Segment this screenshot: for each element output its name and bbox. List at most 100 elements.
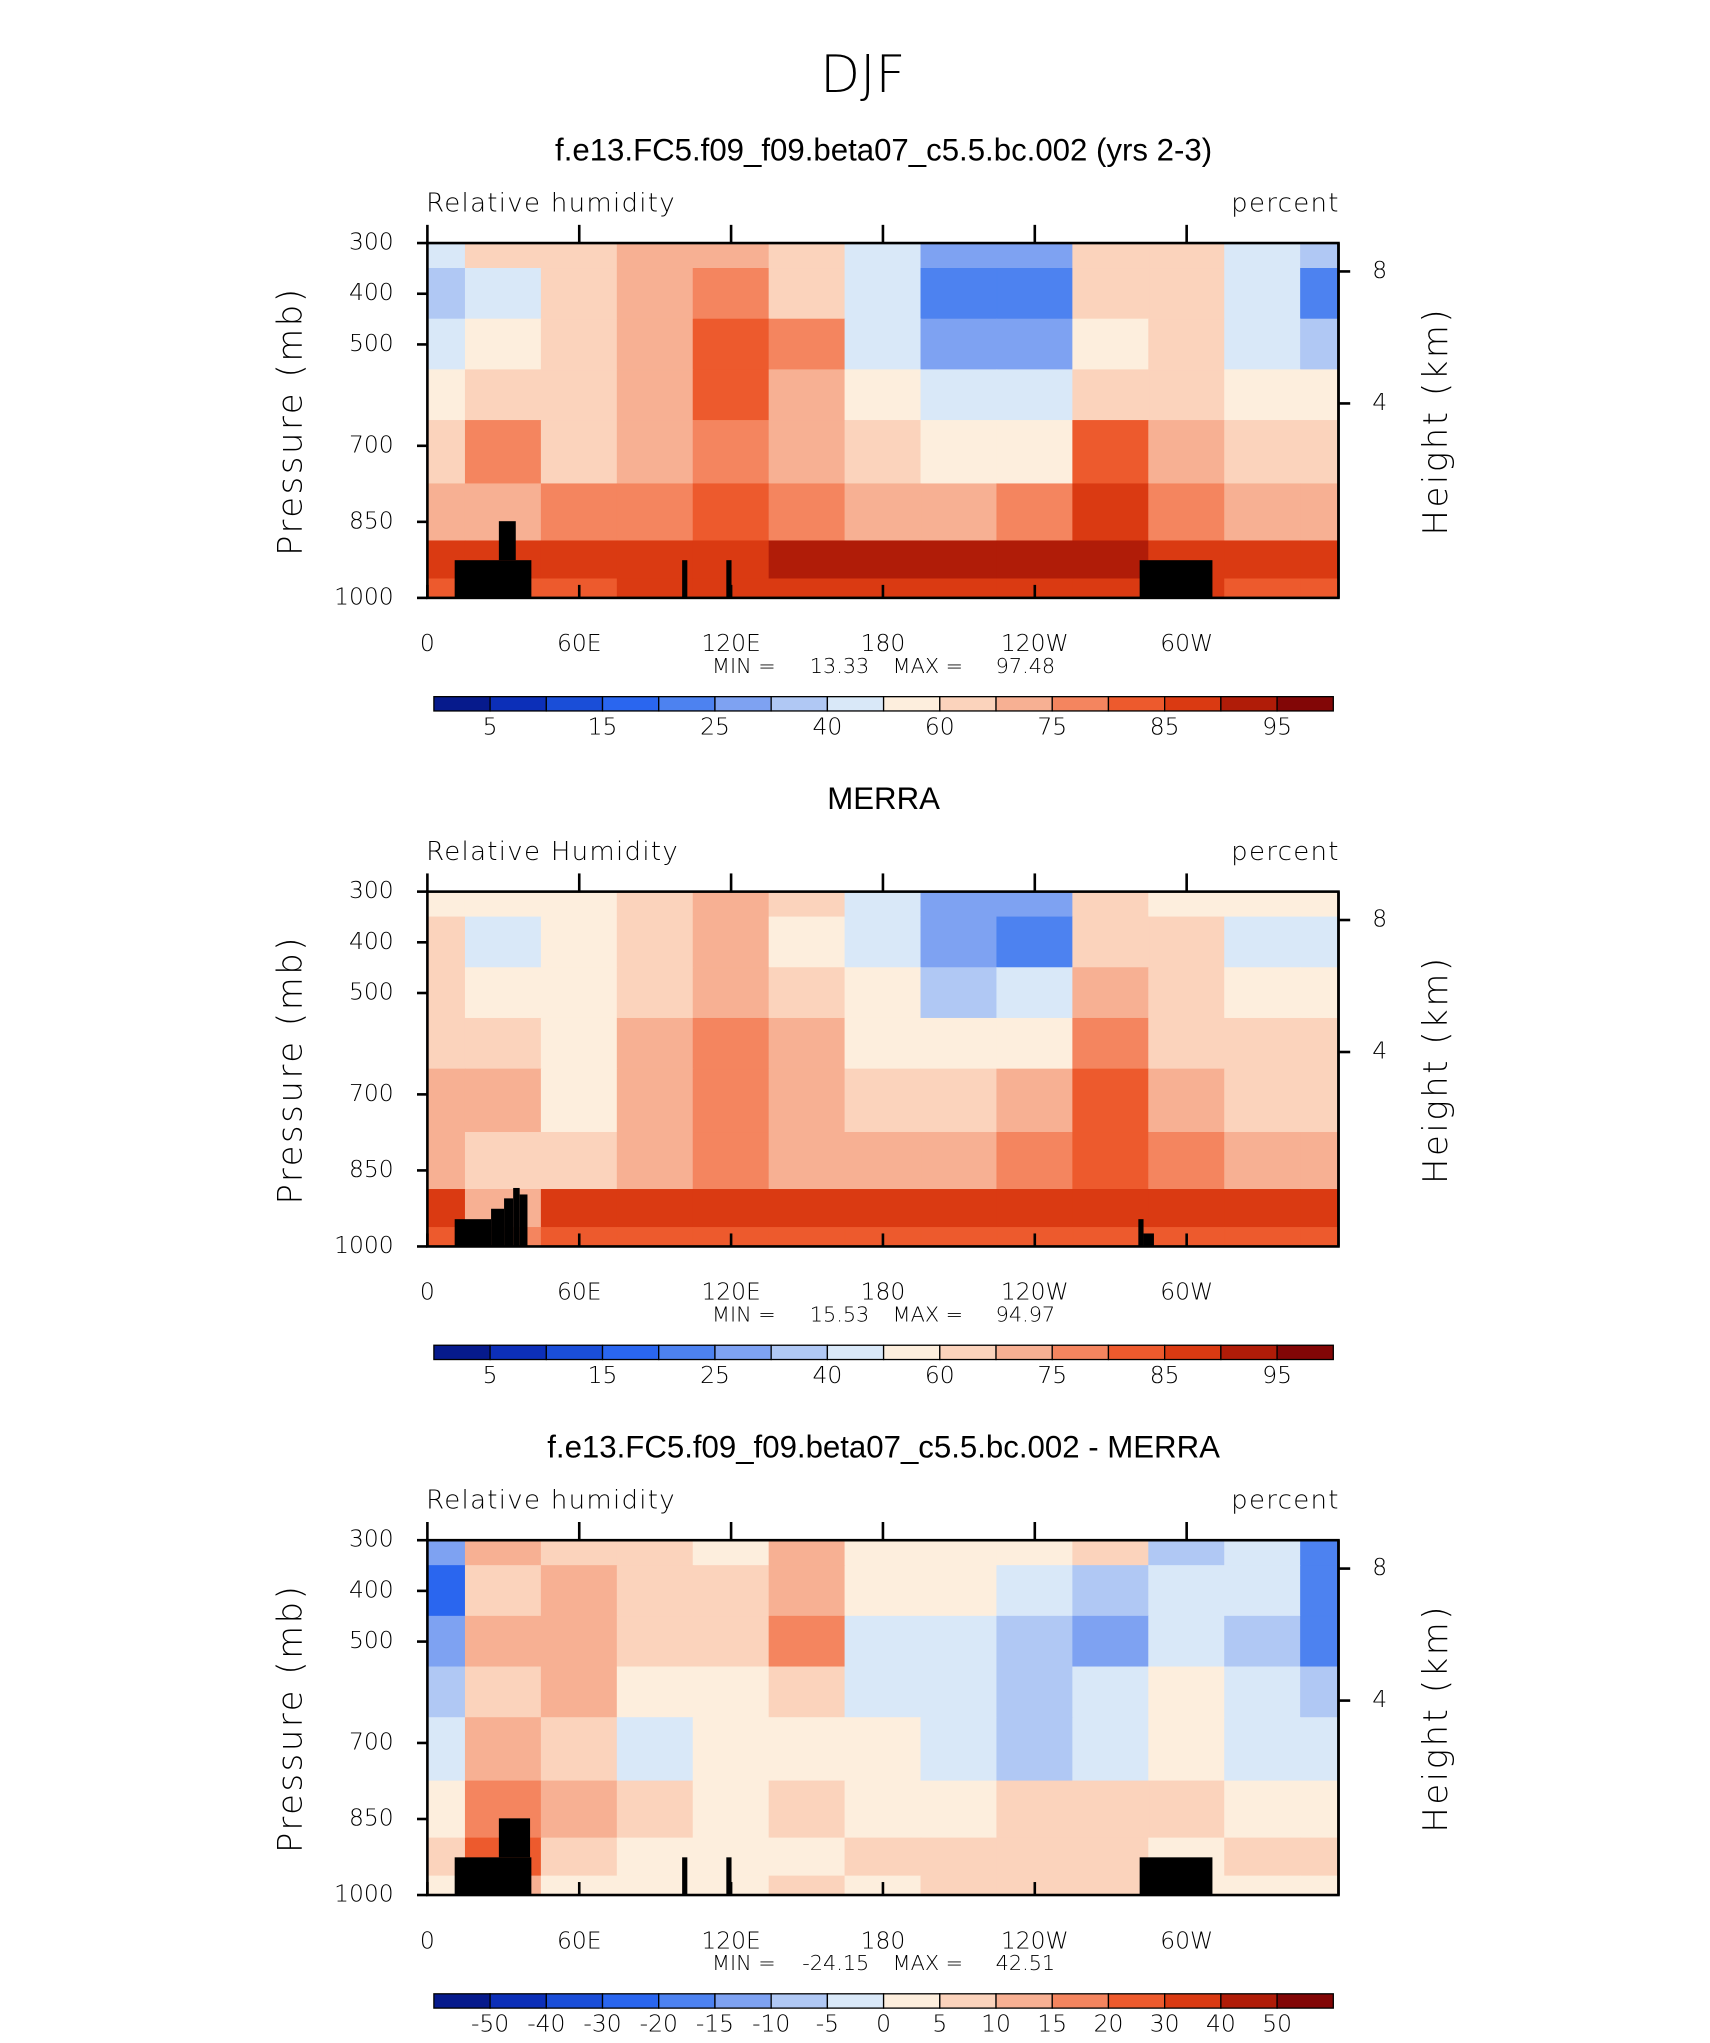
contour-cell [1148,318,1226,371]
colorbar-label: 85 [1150,712,1180,740]
contour-cell [616,891,694,918]
colorbar-box [658,1993,716,2009]
contour-cell [1224,1068,1301,1133]
colorbar-box [1220,1344,1278,1361]
contour-cell [692,1132,770,1190]
contour-cell [920,483,998,542]
contour-cell [996,420,1074,485]
contour-cell [540,1017,618,1070]
colorbar-box [1276,1993,1334,2009]
contour-cell [844,1189,922,1228]
contour-cell [692,891,770,918]
y-tick-label: 300 [349,1525,394,1553]
topography-mask [682,560,688,598]
contour-cell [1148,1539,1226,1566]
colorbar-box [1164,1993,1222,2009]
colorbar-box [658,696,716,712]
contour-cell [768,318,846,371]
contour-cell [426,268,466,320]
topography-mask [519,1194,528,1247]
colorbar-label: -40 [527,2010,565,2038]
colorbar-box [882,696,941,712]
contour-cell [1148,242,1226,269]
contour-cell [768,1132,846,1190]
contour-cell [1148,916,1226,969]
contour-cell [426,916,466,969]
colorbar-label: 20 [1094,2010,1124,2038]
contour-cell [768,420,846,485]
field-label: Relative humidity [426,189,676,219]
contour-cell [844,916,922,969]
x-tick-label: 180 [861,1926,906,1954]
colorbar-box [1220,1993,1278,2009]
contour-cell [540,916,618,969]
colorbar-box [995,696,1053,712]
min-label: MIN = [712,1951,776,1975]
contour-cell [844,1666,922,1719]
colorbar-box [770,696,829,712]
contour-cell [768,578,846,599]
contour-cell [844,369,922,421]
contour-cell [1224,1780,1301,1839]
contour-cell [768,1539,846,1566]
colorbar-box [1051,696,1110,712]
contour-cell [464,1615,542,1668]
contour-cell [1072,1017,1150,1070]
contour-cell [996,1717,1074,1782]
colorbar-label: 40 [1206,2010,1236,2038]
x-tick-label: 0 [420,1278,435,1306]
y-tick-label: 400 [349,927,394,955]
contour-cell [1300,1189,1339,1228]
contour-cell [920,1666,998,1719]
contour-cell [1148,1717,1226,1782]
contour-cell [768,268,846,320]
x-tick-label: 120W [1001,1926,1069,1954]
contour-cell [426,369,466,421]
contour-cell [768,891,846,918]
contour-cell [1072,1227,1150,1247]
contour-cell [1224,578,1301,599]
y-tick-label: 850 [349,506,394,534]
colorbar-box [601,1344,660,1361]
x-tick-label: 0 [420,629,435,657]
contour-cell [996,1539,1074,1566]
colorbar-label: -15 [696,2010,734,2038]
contour-cell [1072,420,1150,485]
contour-cell [1224,1837,1301,1877]
colorbar-box [826,1344,885,1361]
contour-cell [616,1539,694,1566]
contour-cell [692,916,770,969]
colorbar-box [433,1344,491,1361]
y-tick-label: 500 [349,978,394,1006]
y2-tick-label: 4 [1372,1037,1387,1065]
contour-cell [464,242,542,269]
colorbar-label: 50 [1262,2010,1292,2038]
contour-cell [844,420,922,485]
contour-cell [768,1189,846,1228]
contour-cell [1072,1565,1150,1617]
contour-cell [540,268,618,320]
field-label: Relative Humidity [426,837,679,867]
colorbar-box [995,1344,1053,1361]
contour-cell [1148,1666,1226,1719]
contour-cell [1072,1189,1150,1228]
contour-cell [1072,578,1150,599]
colorbar-label: 15 [588,1361,618,1389]
contour-cell [920,1189,998,1228]
field-label: Relative humidity [426,1486,676,1516]
contour-cell [540,891,618,918]
contour-cell [768,1780,846,1839]
contour-cell [692,318,770,371]
max-value: 94.97 [996,1302,1056,1326]
contour-cell [1300,1539,1339,1566]
colorbar-box [995,1993,1053,2009]
y-tick-label: 500 [349,1626,394,1654]
colorbar-box [882,1344,941,1361]
contour-cell [426,1565,466,1617]
contour-cell [768,1565,846,1617]
contour-cell [996,1068,1074,1133]
contour-cell [1300,916,1339,969]
contour-cell [920,578,998,599]
contour-cell [1300,1227,1339,1247]
contour-cell [920,1717,998,1782]
